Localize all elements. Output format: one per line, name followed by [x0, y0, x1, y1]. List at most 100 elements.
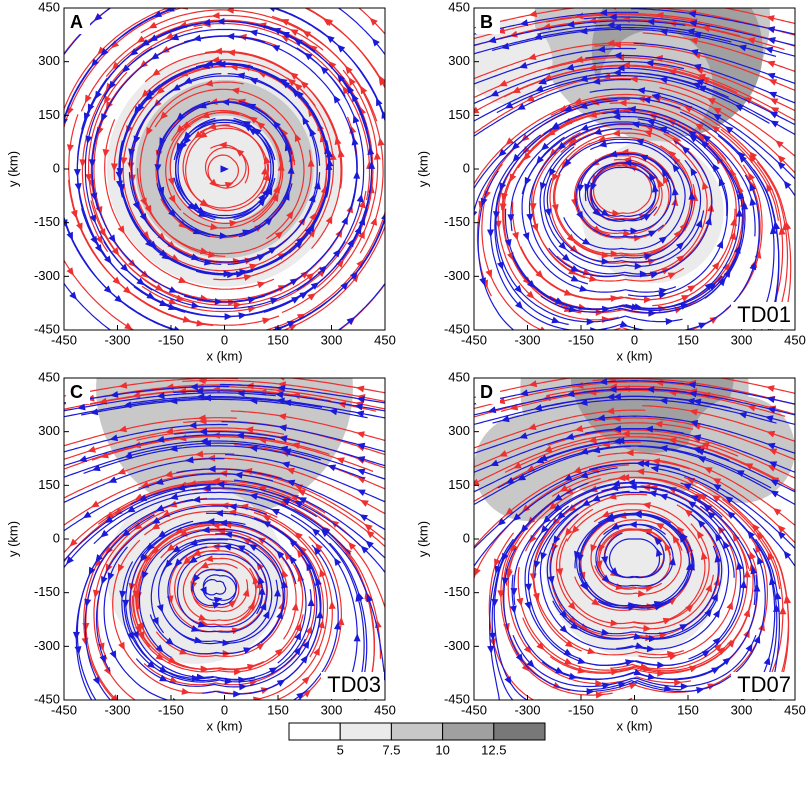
arrowhead	[688, 390, 697, 398]
arrowhead	[579, 285, 588, 292]
x-tick-label: 450	[784, 332, 806, 347]
arrowhead	[328, 600, 336, 610]
arrowhead	[616, 64, 625, 72]
arrowhead	[307, 293, 317, 301]
arrowhead	[141, 39, 150, 47]
arrowhead	[667, 272, 677, 280]
y-tick-label: 300	[38, 53, 60, 68]
panel-label: C	[70, 382, 83, 402]
arrowhead	[712, 113, 722, 121]
arrowhead	[700, 140, 710, 149]
arrowhead	[291, 602, 299, 611]
x-tick-label: -150	[158, 332, 184, 347]
x-tick-label: 0	[631, 702, 638, 717]
arrowhead	[525, 583, 532, 592]
arrowhead	[211, 521, 220, 529]
arrowhead	[111, 61, 121, 70]
streamline	[220, 383, 385, 404]
arrowhead	[262, 317, 271, 325]
arrowhead	[85, 173, 93, 183]
arrowhead	[569, 245, 579, 253]
arrowhead	[364, 523, 373, 532]
arrowhead	[784, 221, 792, 230]
streamline	[594, 528, 671, 590]
arrowhead	[590, 544, 598, 553]
arrowhead	[133, 522, 143, 530]
arrowhead	[69, 291, 78, 300]
arrowhead	[487, 406, 497, 414]
arrowhead	[561, 253, 571, 262]
arrowhead	[97, 46, 106, 55]
arrowhead	[570, 274, 580, 282]
arrowhead	[559, 610, 568, 619]
arrowhead	[526, 279, 536, 289]
arrowhead	[161, 252, 171, 260]
arrowhead	[681, 295, 690, 302]
arrowhead	[386, 184, 394, 193]
arrowhead	[165, 637, 174, 646]
arrowhead	[204, 555, 214, 563]
arrowhead	[486, 229, 494, 238]
streamline	[156, 101, 292, 238]
x-tick-label: 300	[731, 702, 753, 717]
arrowhead	[654, 536, 663, 546]
arrowhead	[169, 676, 179, 684]
arrowhead	[749, 551, 756, 560]
arrowhead	[747, 530, 755, 539]
arrowhead	[307, 229, 316, 238]
arrowhead	[155, 478, 164, 485]
arrowhead	[770, 120, 779, 128]
arrowhead	[222, 639, 231, 647]
arrowhead	[387, 201, 396, 210]
arrowhead	[308, 193, 316, 203]
arrowhead	[198, 130, 208, 139]
arrowhead	[516, 103, 526, 110]
arrowhead	[501, 192, 508, 202]
arrowhead	[209, 178, 218, 187]
arrowhead	[164, 470, 173, 478]
arrowhead	[191, 674, 200, 682]
y-tick-label: -300	[444, 268, 470, 283]
arrowhead	[109, 390, 119, 398]
arrowhead	[236, 72, 246, 80]
arrowhead	[157, 232, 166, 241]
arrowhead	[212, 602, 221, 609]
arrowhead	[637, 590, 647, 598]
streamline	[683, 476, 790, 700]
streamline	[555, 508, 714, 630]
arrowhead	[494, 558, 501, 568]
arrowhead	[766, 15, 775, 22]
arrowhead	[755, 544, 762, 554]
streamline	[81, 398, 368, 419]
streamline	[281, 69, 379, 314]
arrowhead	[500, 42, 510, 50]
arrowhead	[528, 10, 538, 18]
arrowhead	[66, 267, 74, 276]
x-tick-label: -300	[514, 332, 540, 347]
arrowhead	[346, 316, 355, 325]
streamline	[64, 397, 323, 418]
streamline	[493, 505, 550, 700]
streamline	[549, 545, 720, 635]
arrowhead	[201, 526, 210, 534]
arrowhead	[101, 575, 108, 585]
arrowhead	[146, 542, 155, 551]
arrowhead	[248, 116, 258, 124]
arrowhead	[542, 515, 551, 524]
arrowhead	[707, 98, 716, 105]
arrowhead	[581, 499, 591, 507]
arrowhead	[231, 0, 239, 4]
streamline	[167, 545, 268, 633]
streamline	[537, 24, 795, 57]
arrowhead	[667, 150, 677, 159]
y-tick-label: -300	[34, 638, 60, 653]
arrowhead	[608, 150, 618, 158]
arrowhead	[689, 37, 699, 45]
arrowhead	[274, 648, 284, 657]
arrowhead	[703, 467, 713, 474]
arrowhead	[276, 610, 283, 620]
arrowhead	[256, 642, 265, 651]
arrowhead	[601, 556, 609, 565]
arrowhead	[697, 73, 706, 81]
arrowhead	[599, 378, 608, 386]
